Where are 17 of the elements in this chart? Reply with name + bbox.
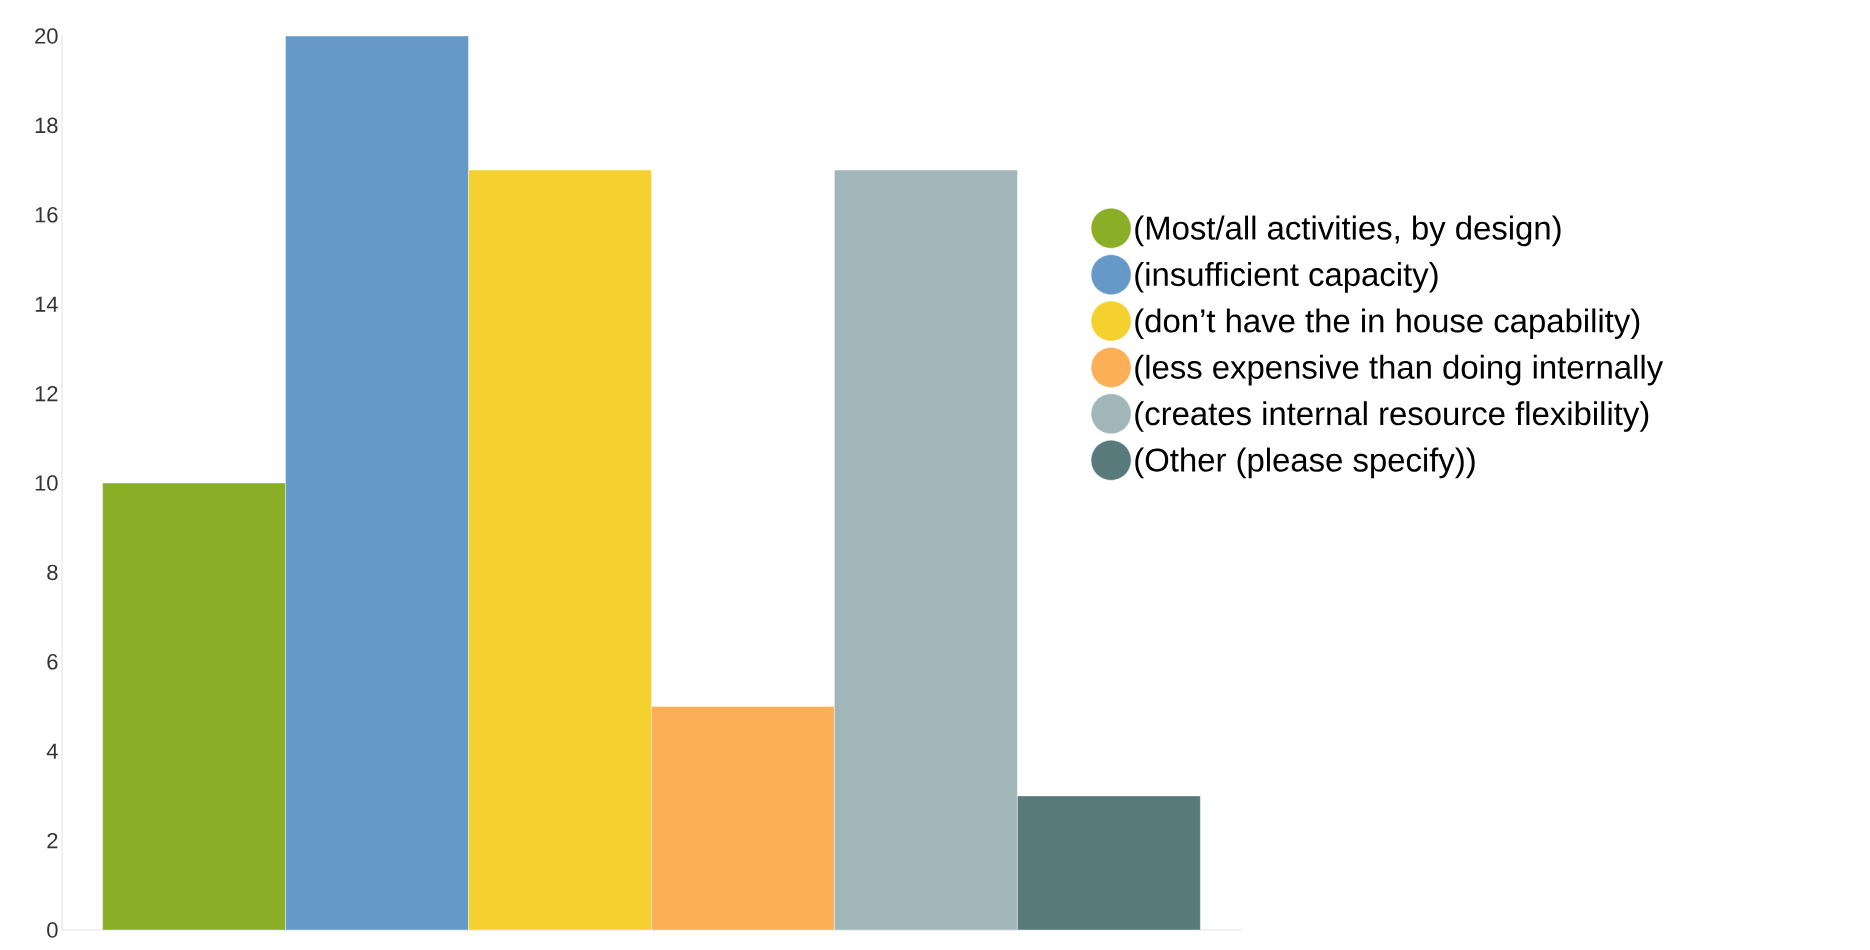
y-tick-label: 6 bbox=[47, 654, 58, 670]
y-tick-label: 4 bbox=[46, 743, 58, 759]
y-tick-label: 18 bbox=[35, 117, 58, 134]
legend-label: (don’t have the in house capability) bbox=[1135, 308, 1640, 340]
y-tick-label: 10 bbox=[35, 475, 58, 491]
legend-label: (insufficient capacity) bbox=[1135, 261, 1438, 293]
y-tick-label: 0 bbox=[47, 922, 58, 938]
y-tick-label: 12 bbox=[35, 385, 58, 402]
y-tick-label: 8 bbox=[47, 564, 58, 581]
y-tick-label: 20 bbox=[35, 28, 58, 44]
y-tick-label: 16 bbox=[35, 207, 58, 223]
legend-label: (Other (please specify)) bbox=[1135, 447, 1475, 479]
y-tick-label: 2 bbox=[47, 832, 58, 849]
legend-label: (creates internal resource flexibility) bbox=[1135, 401, 1649, 432]
y-tick-label: 14 bbox=[35, 296, 58, 312]
legend-label: (less expensive than doing internally bbox=[1135, 354, 1664, 386]
legend-label: (Most/all activities, by design) bbox=[1135, 215, 1561, 247]
